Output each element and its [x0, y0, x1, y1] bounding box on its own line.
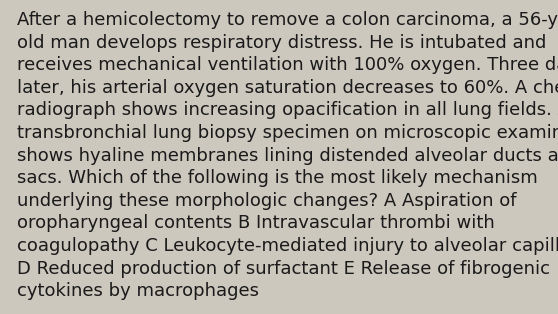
Text: sacs. Which of the following is the most likely mechanism: sacs. Which of the following is the most… — [17, 169, 537, 187]
Text: transbronchial lung biopsy specimen on microscopic examination: transbronchial lung biopsy specimen on m… — [17, 124, 558, 142]
Text: coagulopathy C Leukocyte-mediated injury to alveolar capillaries: coagulopathy C Leukocyte-mediated injury… — [17, 237, 558, 255]
Text: cytokines by macrophages: cytokines by macrophages — [17, 282, 259, 300]
Text: oropharyngeal contents B Intravascular thrombi with: oropharyngeal contents B Intravascular t… — [17, 214, 494, 232]
Text: receives mechanical ventilation with 100% oxygen. Three days: receives mechanical ventilation with 100… — [17, 56, 558, 74]
Text: shows hyaline membranes lining distended alveolar ducts and: shows hyaline membranes lining distended… — [17, 147, 558, 165]
Text: D Reduced production of surfactant E Release of fibrogenic: D Reduced production of surfactant E Rel… — [17, 260, 550, 278]
Text: old man develops respiratory distress. He is intubated and: old man develops respiratory distress. H… — [17, 34, 546, 51]
Text: radiograph shows increasing opacification in all lung fields. A: radiograph shows increasing opacificatio… — [17, 101, 558, 119]
Text: underlying these morphologic changes? A Aspiration of: underlying these morphologic changes? A … — [17, 192, 516, 210]
Text: later, his arterial oxygen saturation decreases to 60%. A chest: later, his arterial oxygen saturation de… — [17, 79, 558, 97]
Text: After a hemicolectomy to remove a colon carcinoma, a 56-year-: After a hemicolectomy to remove a colon … — [17, 11, 558, 29]
